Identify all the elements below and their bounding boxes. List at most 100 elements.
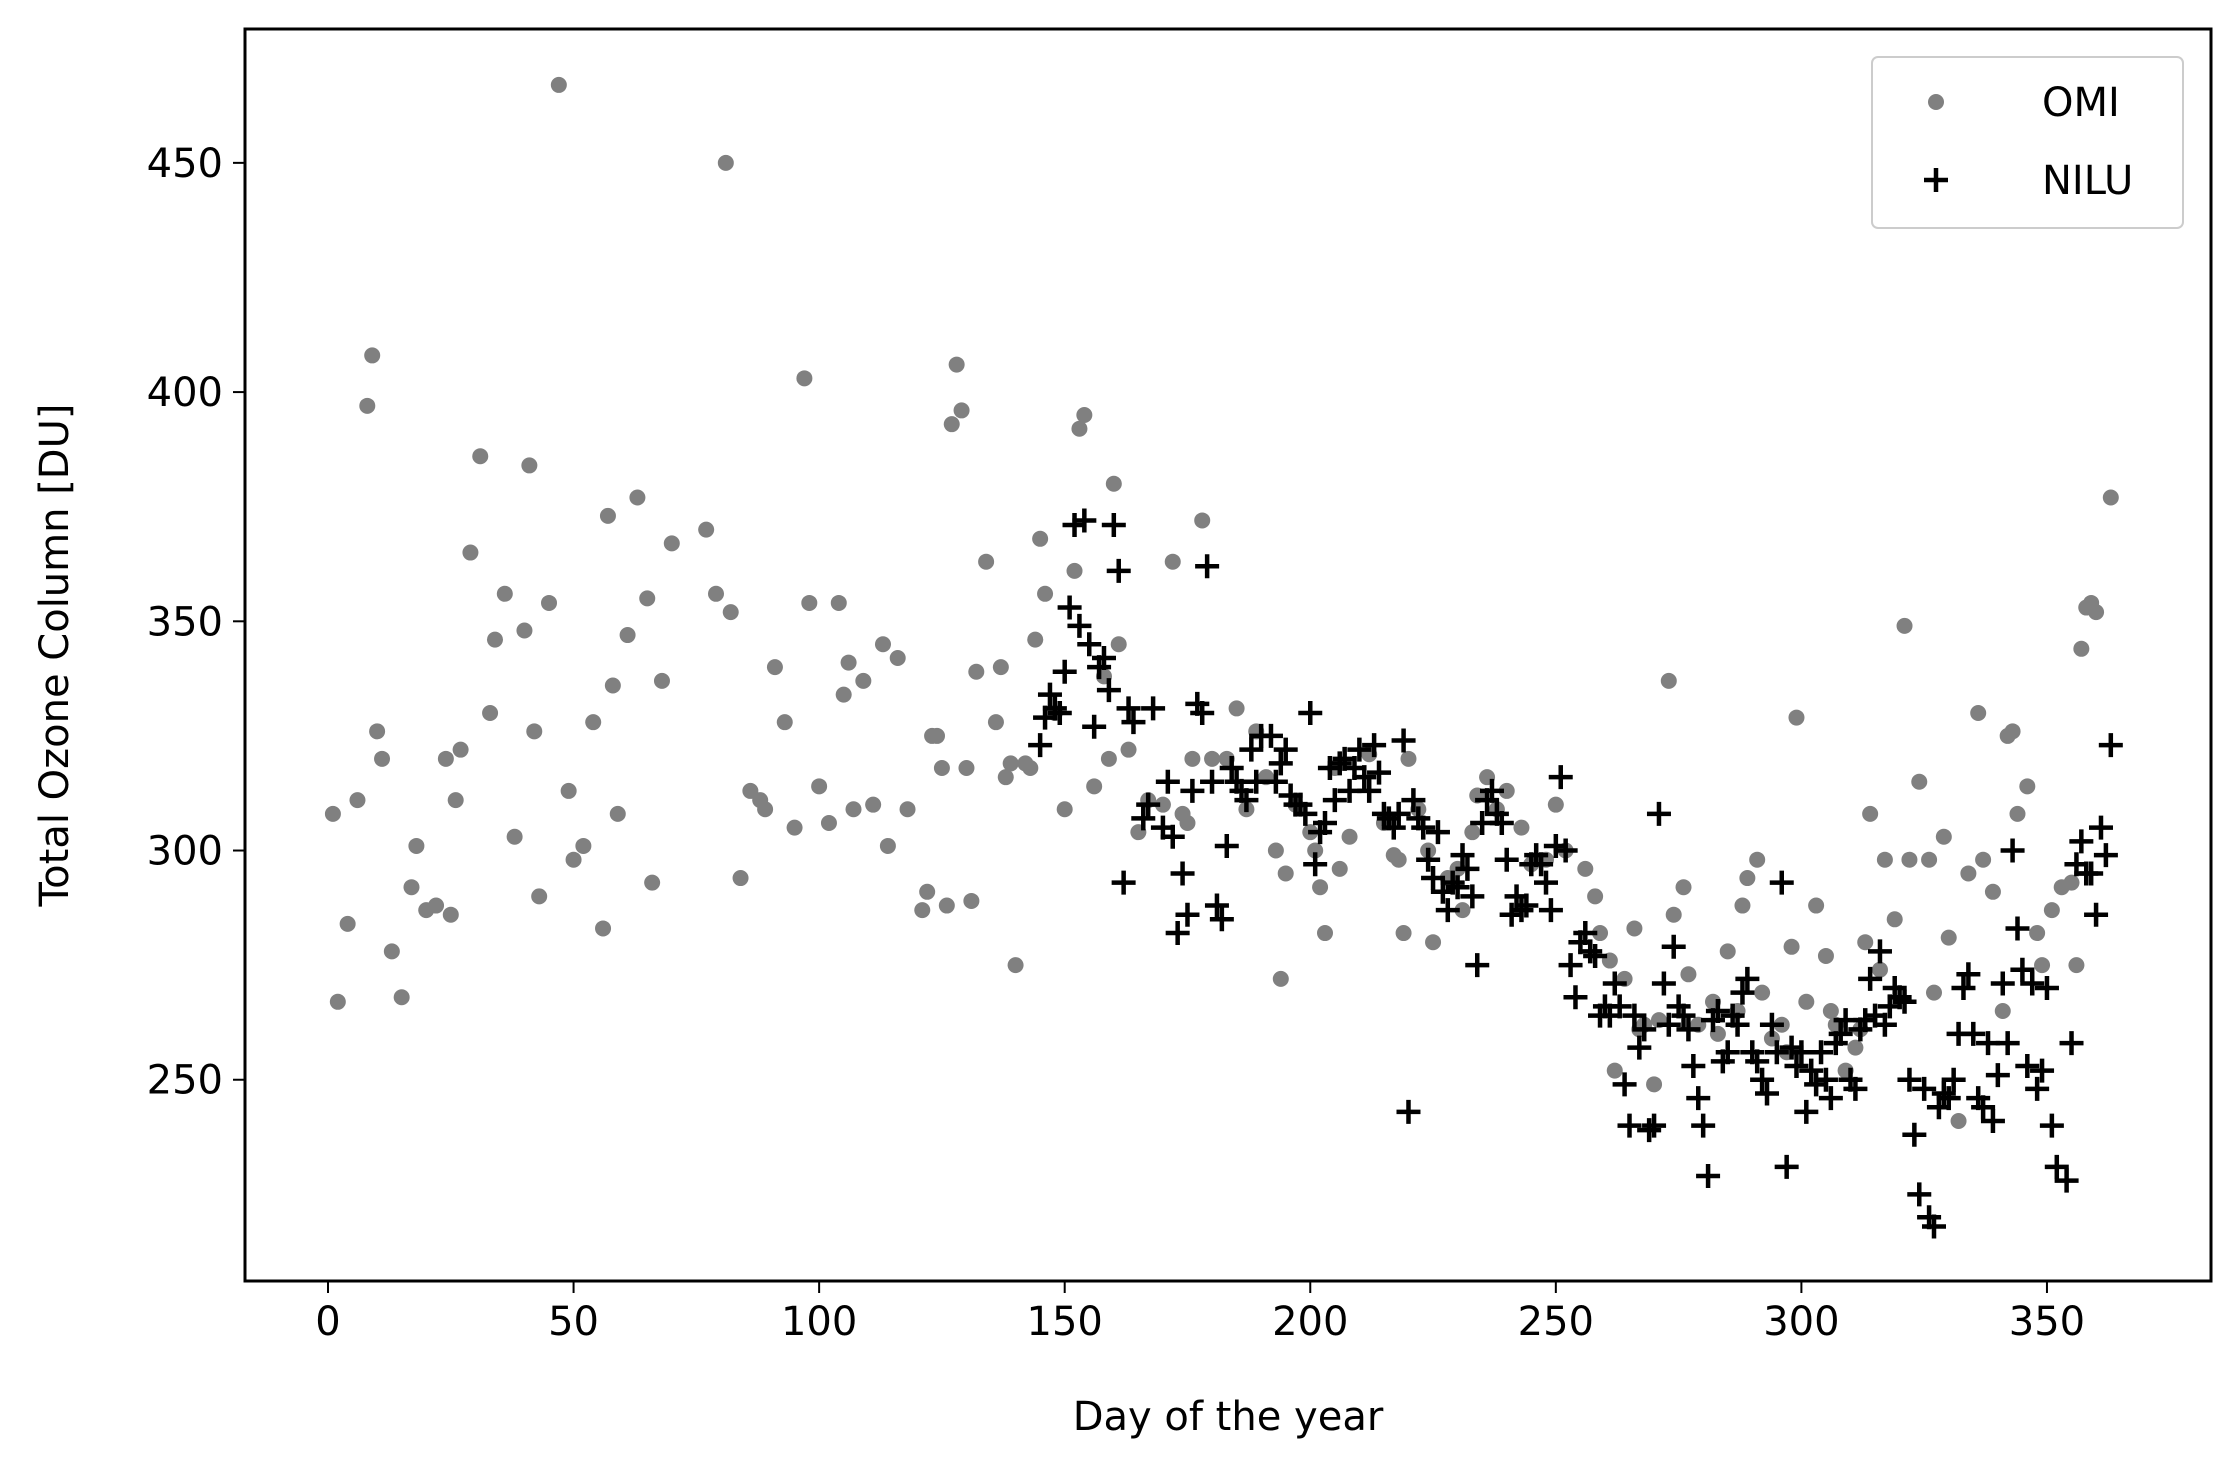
plus-point: [1509, 898, 1534, 923]
circle-point: [1179, 815, 1196, 832]
plus-point: [1347, 737, 1372, 762]
plus-point: [1141, 696, 1166, 721]
plus-stroke: [1362, 733, 1387, 758]
plus-stroke: [1553, 838, 1578, 863]
circle-point: [722, 604, 739, 621]
circle-point: [1975, 851, 1992, 868]
x-tick-label: 50: [548, 1299, 599, 1345]
circle-point: [663, 535, 680, 552]
plus-stroke: [1971, 1095, 1996, 1120]
circle-point: [1071, 420, 1088, 437]
circle-point: [644, 874, 661, 891]
x-tick-label: 100: [781, 1299, 857, 1345]
plus-point: [2010, 957, 2035, 982]
plus-stroke: [1258, 723, 1283, 748]
circle-point: [531, 888, 548, 905]
circle-point: [835, 686, 852, 703]
plus-stroke: [1067, 613, 1092, 638]
plus-stroke: [1401, 788, 1426, 813]
circle-point: [374, 750, 391, 767]
plus-stroke: [1686, 1086, 1711, 1111]
circle-point: [1788, 709, 1805, 726]
circle-point: [786, 819, 803, 836]
plus-stroke: [1322, 788, 1347, 813]
y-tick-label: 400: [147, 370, 223, 416]
circle-point: [639, 590, 656, 607]
plus-point: [1548, 765, 1573, 790]
plus-point: [2059, 1031, 2084, 1056]
plus-stroke: [1627, 1035, 1652, 1060]
plus-stroke: [1465, 953, 1490, 978]
plus-point: [1096, 678, 1121, 703]
circle-point: [1660, 672, 1677, 689]
plus-point: [1057, 595, 1082, 620]
plus-point: [1421, 866, 1446, 891]
plus-point: [1067, 613, 1092, 638]
plus-point: [1362, 733, 1387, 758]
circle-point: [2073, 640, 2090, 657]
plus-point: [1622, 1003, 1647, 1028]
plus-point: [1985, 1063, 2010, 1088]
plus-point: [2039, 1113, 2064, 1138]
circle-point: [1817, 947, 1834, 964]
plus-point: [1396, 1099, 1421, 1124]
plus-point: [1494, 847, 1519, 872]
circle-point: [1204, 750, 1221, 767]
plus-point: [1111, 870, 1136, 895]
plus-point: [1872, 1012, 1897, 1037]
plus-point: [1204, 893, 1229, 918]
plus-point: [1607, 994, 1632, 1019]
circle-point: [1341, 828, 1358, 845]
plus-stroke: [1303, 852, 1328, 877]
plus-stroke: [1985, 1063, 2010, 1088]
circle-point: [948, 356, 965, 373]
circle-point: [393, 989, 410, 1006]
circle-point: [2088, 604, 2105, 621]
circle-point: [776, 714, 793, 731]
circle-point: [349, 792, 366, 809]
plus-point: [1671, 1003, 1696, 1028]
circle-point: [595, 920, 612, 937]
plus-stroke: [1494, 847, 1519, 872]
plus-point: [1725, 1012, 1750, 1037]
plus-stroke: [1165, 921, 1190, 946]
circle-point: [1675, 879, 1692, 896]
circle-point: [1464, 824, 1481, 841]
plus-point: [1234, 788, 1259, 813]
plus-point: [1116, 696, 1141, 721]
plus-point: [1936, 1086, 1961, 1111]
circle-point: [653, 672, 670, 689]
plus-point: [1843, 1076, 1868, 1101]
plus-stroke: [1141, 696, 1166, 721]
plus-point: [1037, 682, 1062, 707]
circle-point: [506, 828, 523, 845]
circle-point: [943, 416, 960, 433]
circle-point: [364, 347, 381, 364]
plus-stroke: [1190, 700, 1215, 725]
plus-stroke: [1784, 1053, 1809, 1078]
circle-point: [1056, 801, 1073, 818]
circle-point: [1164, 553, 1181, 570]
plus-point: [2020, 971, 2045, 996]
plus-stroke: [2025, 1076, 2050, 1101]
plus-stroke: [1386, 801, 1411, 826]
circle-point: [521, 457, 538, 474]
circle-point: [1592, 925, 1609, 942]
plus-stroke: [1214, 833, 1239, 858]
circle-point: [874, 636, 891, 653]
plus-point: [1651, 971, 1676, 996]
plus-stroke: [1887, 985, 1912, 1010]
plus-point: [1715, 1040, 1740, 1065]
plus-point: [1646, 801, 1671, 826]
circle-point: [2019, 778, 2036, 795]
plus-point: [2093, 843, 2118, 868]
circle-point: [428, 897, 445, 914]
circle-point: [766, 659, 783, 676]
plus-point: [1367, 760, 1392, 785]
plus-point: [1922, 1214, 1946, 1239]
plus-point: [1676, 1017, 1701, 1042]
plus-point: [1858, 966, 1883, 991]
plus-point: [1435, 898, 1460, 923]
plus-stroke: [1617, 1113, 1642, 1138]
plus-stroke: [1455, 856, 1480, 881]
